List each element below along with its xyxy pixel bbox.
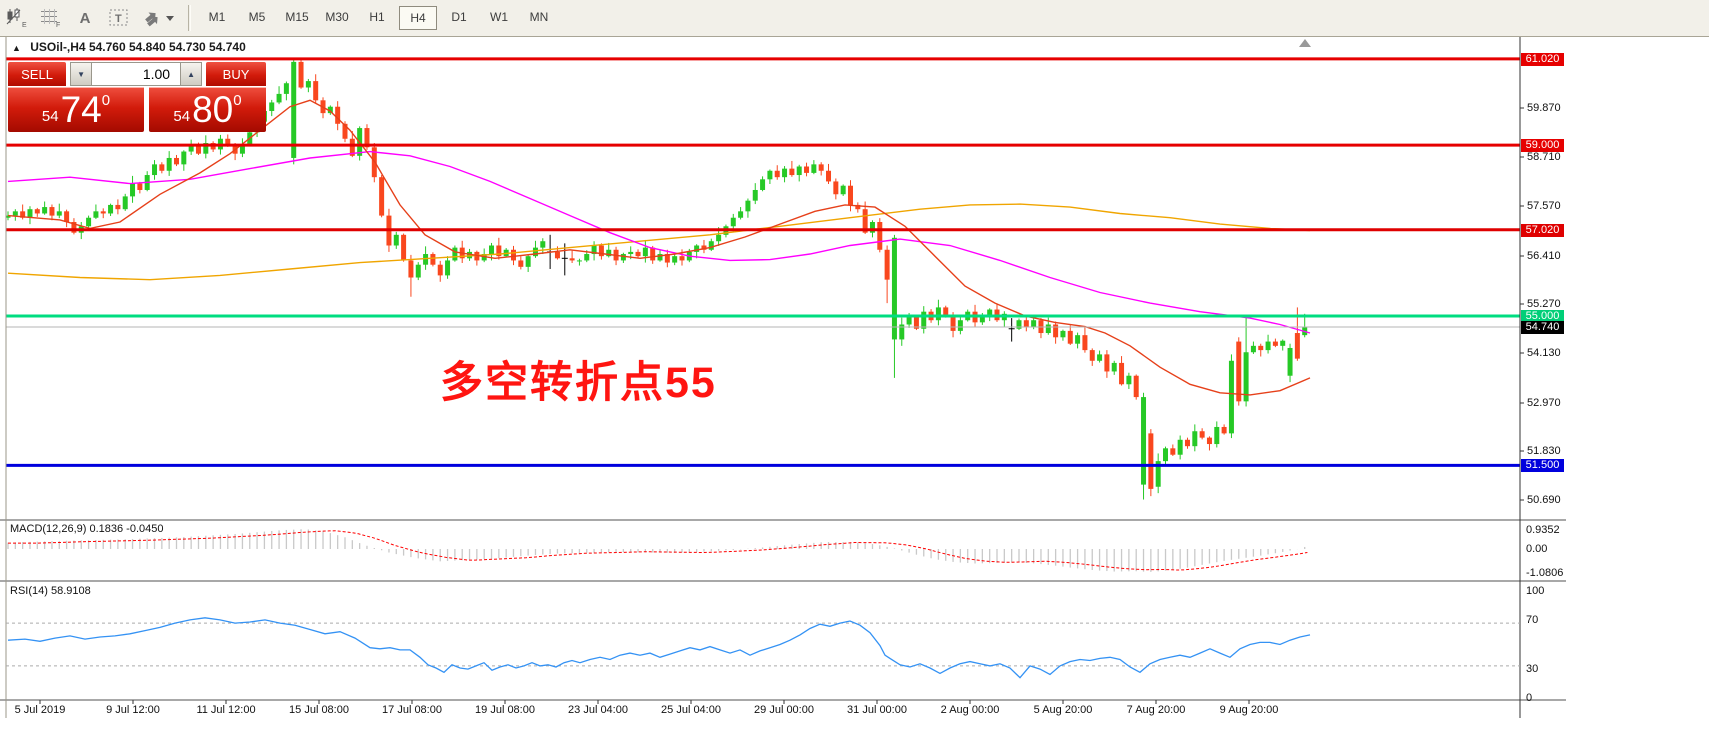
price-badge: 55.000 — [1521, 310, 1564, 323]
sell-price-int: 54 — [41, 108, 59, 125]
tf-button-D1[interactable]: D1 — [451, 10, 467, 24]
tf-button-M5[interactable]: M5 — [248, 10, 266, 24]
collapse-panel-arrow-icon[interactable]: ▲ — [12, 43, 21, 53]
svg-text:F: F — [56, 22, 60, 28]
rsi-axis-label: 30 — [1526, 663, 1539, 675]
sell-price-pip: 0 — [101, 92, 111, 109]
y-axis-label: 55.270 — [1527, 298, 1561, 310]
buy-button[interactable]: BUY — [206, 62, 266, 86]
annotation-text: 多空转折点55 — [440, 359, 717, 407]
tf-button-H4[interactable]: H4 — [399, 6, 437, 30]
sell-button[interactable]: SELL — [8, 62, 67, 86]
price-badge: 51.500 — [1521, 459, 1564, 472]
volume-input[interactable] — [92, 62, 181, 86]
macd-label: MACD(12,26,9) 0.1836 -0.0450 — [10, 523, 164, 535]
svg-text:E: E — [22, 22, 27, 28]
cycle-arrows-icon[interactable] — [138, 5, 180, 31]
toolbar: E F A T M1 M5 M — [0, 0, 1709, 37]
x-axis-label: 7 Aug 20:00 — [1126, 704, 1186, 716]
x-axis-label: 11 Jul 12:00 — [196, 704, 256, 716]
x-axis-label: 9 Jul 12:00 — [106, 704, 160, 716]
rsi-label: RSI(14) 58.9108 — [10, 585, 91, 597]
x-axis-label: 25 Jul 04:00 — [661, 704, 721, 716]
text-box-icon[interactable]: T — [104, 5, 134, 31]
x-axis-label: 5 Jul 2019 — [14, 704, 66, 716]
price-badge: 59.000 — [1521, 139, 1564, 152]
tf-button-M15[interactable]: M15 — [285, 10, 309, 24]
x-axis-label: 2 Aug 00:00 — [940, 704, 1000, 716]
volume-down-button[interactable]: ▼ — [70, 62, 93, 86]
tf-button-M1[interactable]: M1 — [208, 10, 226, 24]
macd-axis-label: 0.00 — [1526, 543, 1548, 555]
grid-icon[interactable]: F — [36, 5, 66, 31]
tf-button-M30[interactable]: M30 — [325, 10, 349, 24]
tf-button-H1[interactable]: H1 — [369, 10, 385, 24]
x-axis-label: 29 Jul 00:00 — [754, 704, 814, 716]
y-axis-label: 51.830 — [1527, 445, 1561, 457]
y-axis-label: 50.690 — [1527, 494, 1561, 506]
volume-up-button[interactable]: ▲ — [180, 62, 203, 86]
price-badge: 57.020 — [1521, 224, 1564, 237]
rsi-axis-label: 100 — [1526, 585, 1545, 597]
x-axis-label: 31 Jul 00:00 — [847, 704, 907, 716]
svg-text:T: T — [115, 13, 122, 25]
chart-style-icon[interactable]: E — [2, 5, 32, 31]
y-axis-label: 59.870 — [1527, 102, 1561, 114]
x-axis-label: 17 Jul 08:00 — [382, 704, 442, 716]
buy-price-big: 80 — [192, 89, 234, 130]
y-axis-label: 58.710 — [1527, 151, 1561, 163]
buy-price-tile[interactable]: 54 80 0 — [149, 87, 266, 132]
x-axis-label: 15 Jul 08:00 — [289, 704, 349, 716]
y-axis-label: 54.130 — [1527, 347, 1561, 359]
x-axis-label: 23 Jul 04:00 — [568, 704, 628, 716]
text-label-icon[interactable]: A — [79, 9, 91, 27]
buy-price-int: 54 — [173, 108, 191, 125]
tf-button-W1[interactable]: W1 — [490, 10, 508, 24]
chart-title: ▲ USOil-,H4 54.760 54.840 54.730 54.740 — [12, 40, 246, 54]
tf-button-MN[interactable]: MN — [529, 10, 549, 24]
x-axis-label: 9 Aug 20:00 — [1219, 704, 1279, 716]
macd-axis-label: -1.0806 — [1526, 567, 1564, 579]
symbol-ohlc-text: USOil-,H4 54.760 54.840 54.730 54.740 — [30, 40, 246, 54]
rsi-axis-label: 70 — [1526, 614, 1539, 626]
buy-price-pip: 0 — [233, 92, 242, 109]
price-badge: 61.020 — [1521, 53, 1564, 66]
x-axis-label: 5 Aug 20:00 — [1033, 704, 1093, 716]
sell-price-tile[interactable]: 54 74 0 — [8, 87, 144, 132]
timeframe-buttons: M1 M5 M15 M30 H1 H4 D1 W1 MN — [197, 6, 559, 30]
rsi-axis-label: 0 — [1526, 692, 1533, 704]
sell-price-big: 74 — [60, 89, 102, 130]
y-axis-label: 57.570 — [1527, 200, 1561, 212]
one-click-trade-panel: SELL ▼ ▲ BUY 54 74 0 54 80 0 — [8, 62, 266, 132]
y-axis-label: 56.410 — [1527, 250, 1561, 262]
toolbar-separator — [188, 5, 191, 31]
y-axis-label: 52.970 — [1527, 397, 1561, 409]
macd-axis-label: 0.9352 — [1526, 524, 1560, 536]
x-axis-label: 19 Jul 08:00 — [475, 704, 535, 716]
price-badge: 54.740 — [1521, 321, 1564, 334]
